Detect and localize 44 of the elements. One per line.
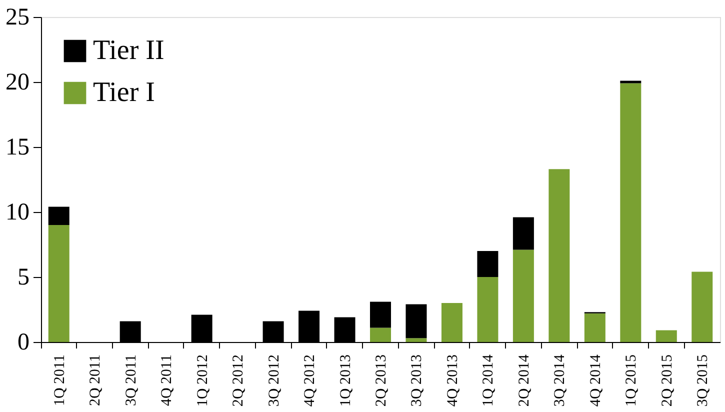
x-tick-label: 4Q 2012 xyxy=(302,354,318,407)
x-tick-label: 4Q 2013 xyxy=(444,354,461,407)
bar xyxy=(370,328,391,342)
x-tick-label: 1Q 2015 xyxy=(624,354,640,407)
x-tick-label: 3Q 2014 xyxy=(552,354,568,407)
x-tick-label: 4Q 2014 xyxy=(588,354,604,407)
x-tick-label: 4Q 2011 xyxy=(159,354,176,406)
bar xyxy=(48,206,70,225)
x-tick-label: 2Q 2012 xyxy=(230,354,247,407)
legend-label: Tier I xyxy=(93,77,155,108)
y-tick-label: 15 xyxy=(6,134,30,160)
x-tick-label: 2Q 2013 xyxy=(374,354,390,407)
bar xyxy=(406,338,427,342)
bar xyxy=(692,272,713,342)
bar xyxy=(512,250,534,342)
x-tick-label: 3Q 2011 xyxy=(123,354,140,406)
bar xyxy=(441,303,462,342)
bar xyxy=(370,302,391,328)
x-tick-label: 3Q 2013 xyxy=(409,354,426,407)
x-tick-label: 1Q 2014 xyxy=(480,354,497,407)
x-tick-label: 2Q 2014 xyxy=(516,354,532,407)
bar xyxy=(477,251,498,277)
y-tick-label: 0 xyxy=(18,330,30,356)
x-tick-label: 1Q 2012 xyxy=(194,354,211,407)
y-tick-label: 5 xyxy=(18,264,30,290)
x-tick-label: 2Q 2015 xyxy=(659,354,676,407)
bar xyxy=(620,80,642,84)
x-tick-label: 1Q 2013 xyxy=(338,354,354,407)
y-tick-label: 10 xyxy=(6,200,30,226)
bar xyxy=(620,83,642,342)
bar xyxy=(406,304,427,338)
x-tick-label: 3Q 2012 xyxy=(266,354,282,407)
x-tick-label: 1Q 2011 xyxy=(52,354,68,406)
bar xyxy=(656,330,677,342)
y-tick-label: 25 xyxy=(6,4,30,30)
x-tick-label: 3Q 2015 xyxy=(695,354,712,407)
legend-label: Tier II xyxy=(93,35,164,66)
bar xyxy=(477,277,498,342)
bar xyxy=(48,225,70,342)
x-tick-label: 2Q 2011 xyxy=(88,354,104,406)
y-tick-label: 20 xyxy=(6,70,30,96)
bar xyxy=(584,313,606,342)
bar xyxy=(548,169,570,342)
bar xyxy=(512,217,534,250)
